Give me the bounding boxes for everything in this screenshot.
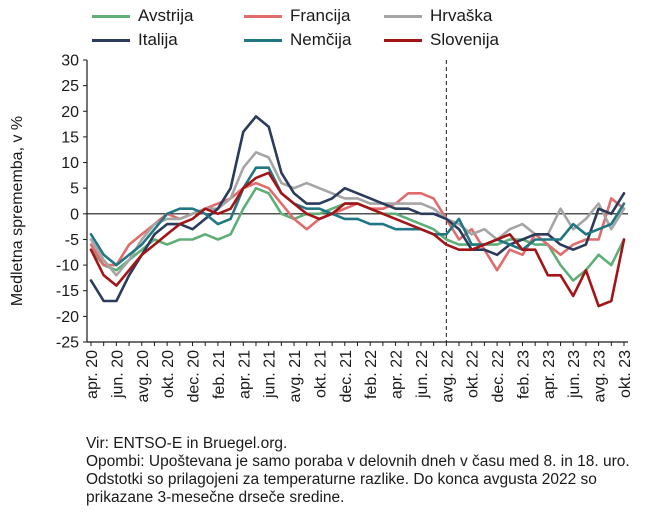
y-tick-label-9: -15 [56,283,79,300]
x-tick-label-6: apr. 21 [236,350,253,399]
legend-swatch-italija [92,38,130,42]
x-tick-label-19: jun. 23 [566,350,583,399]
legend-label-italija: Italija [138,30,178,49]
legend-label-hrvaska: Hrvaška [430,6,493,25]
y-tick-label-1: 25 [61,78,79,95]
x-tick-label-7: jun. 21 [262,350,279,399]
x-tick-label-20: avg. 23 [592,350,609,403]
x-tick-label-14: avg. 22 [439,350,456,403]
y-tick-label-8: -10 [56,258,79,275]
legend-swatch-hrvaska [384,14,422,18]
legend-label-nemcija: Nemčija [290,30,352,49]
legend-label-avstrija: Avstrija [138,6,194,25]
y-tick-label-6: 0 [70,206,79,223]
x-tick-label-21: okt. 23 [617,350,634,398]
x-tick-label-10: dec. 21 [338,350,355,403]
x-tick-label-18: apr. 23 [541,350,558,399]
x-tick-label-1: jun. 20 [109,350,126,399]
series-line-francija [89,181,626,272]
chart-svg: 30 25 20 15 10 5 0 -5 -10 -15 -20 -25 Medletna sprem… [9,53,634,403]
x-tick-label-16: dec. 22 [490,350,507,403]
source-note: Vir: ENTSO-E in Bruegel.org. [86,435,288,452]
legend-item-hrvaska: Hrvaška [384,5,492,27]
x-tick-label-3: okt. 20 [160,350,177,398]
legend-item-slovenija: Slovenija [384,29,499,51]
x-tick-label-0: apr. 20 [84,350,101,399]
series-line-nemija [89,166,626,267]
y-tick-label-5: 5 [70,181,79,198]
legend-swatch-francija [244,14,282,18]
y-tick-label-11: -25 [56,335,79,352]
series-line-italija [89,115,626,303]
x-tick-label-5: feb. 21 [211,350,228,399]
x-tick-label-17: feb. 23 [515,350,532,399]
x-tick-label-11: feb. 22 [363,350,380,399]
y-tick-label-10: -20 [56,309,79,326]
x-tick-label-2: avg. 20 [135,350,152,403]
legend-swatch-avstrija [92,14,130,18]
legend-swatch-slovenija [384,38,422,42]
x-tick-label-15: okt. 22 [465,350,482,398]
y-axis-label: Medletna sprememba, v % [9,116,26,306]
x-tick-label-13: jun. 22 [414,350,431,399]
legend-label-francija: Francija [290,6,351,25]
x-tick-label-12: apr. 22 [389,350,406,399]
legend-label-slovenija: Slovenija [430,30,499,49]
legend-swatch-nemcija [244,38,282,42]
x-tick-label-8: avg. 21 [287,350,304,403]
y-tick-label-4: 10 [61,155,79,172]
x-tick-label-4: dec. 20 [186,350,203,403]
legend-item-francija: Francija [244,5,350,27]
legend: Avstrija Francija Hrvaška Italija Nemčij… [88,4,628,50]
chart-notes: Vir: ENTSO-E in Bruegel.org. Opombi: Upo… [86,435,646,507]
y-tick-label-0: 30 [61,53,79,70]
y-tick-label-7: -5 [65,232,79,249]
legend-item-avstrija: Avstrija [92,5,193,27]
legend-item-nemcija: Nemčija [244,29,351,51]
y-tick-label-2: 20 [61,104,79,121]
y-tick-label-3: 15 [61,129,79,146]
series-line-slovenija [89,171,626,308]
x-tick-label-9: okt. 21 [312,350,329,398]
remarks-note: Opombi: Upoštevana je samo poraba v delo… [86,453,634,506]
legend-item-italija: Italija [92,29,178,51]
